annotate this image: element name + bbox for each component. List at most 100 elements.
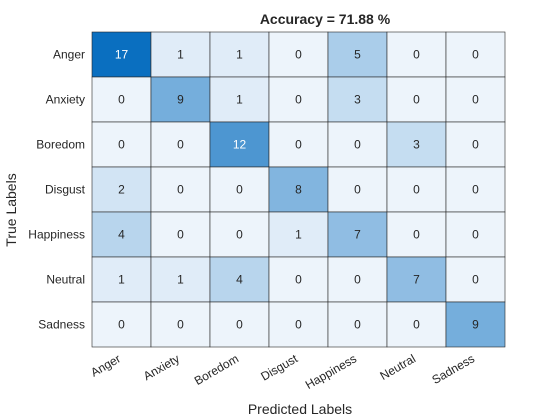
heatmap-cell: [268, 166, 329, 213]
cell-value-label: 0: [236, 318, 243, 332]
x-tick-label: Boredom: [192, 351, 241, 387]
cell-value-label: 2: [118, 183, 125, 197]
heatmap-cell: [209, 76, 270, 123]
cell-value-label: 12: [233, 138, 247, 152]
cell-value-label: 3: [413, 138, 420, 152]
heatmap-cell: [91, 31, 152, 78]
cell-value-label: 0: [413, 228, 420, 242]
cell-value-labels: 17 1 1 0 5 0 00 9 1 0 3 0 00 0 12 0 0 3 02 0 0 8 0 0 04 0 0 1 7 0 01 1 4…: [115, 48, 479, 332]
x-tick-label: Sadness: [430, 351, 477, 386]
x-tick-label: Disgust: [258, 351, 300, 383]
heatmap-cell: [91, 256, 152, 303]
cell-value-label: 9: [177, 93, 184, 107]
cell-value-label: 4: [236, 273, 243, 287]
heatmap-cell: [327, 121, 388, 168]
heatmap-cell: [209, 211, 270, 258]
chart-title: Accuracy = 71.88 %: [260, 11, 391, 27]
heatmap-cell: [91, 166, 152, 213]
heatmap-cell: [150, 31, 211, 78]
cell-value-label: 0: [354, 138, 361, 152]
cell-value-label: 0: [472, 183, 479, 197]
cell-value-label: 1: [236, 93, 243, 107]
cell-value-label: 1: [118, 273, 125, 287]
cell-value-label: 0: [177, 183, 184, 197]
heatmap-cell: [386, 31, 447, 78]
heatmap-cell: [209, 31, 270, 78]
heatmap-cell: [91, 76, 152, 123]
heatmap-cell: [209, 256, 270, 303]
y-tick-label: Sadness: [38, 318, 85, 332]
x-tick-label: Neutral: [377, 351, 418, 382]
heatmap-cell: [386, 121, 447, 168]
heatmap-cell: [386, 166, 447, 213]
y-tick-label: Neutral: [46, 273, 85, 287]
heatmap-cell: [327, 76, 388, 123]
cell-value-label: 9: [472, 318, 479, 332]
cell-value-label: 0: [295, 273, 302, 287]
heatmap-cell: [91, 211, 152, 258]
cell-value-label: 7: [354, 228, 361, 242]
heatmap-cell: [209, 301, 270, 348]
y-tick-label: Anger: [53, 48, 85, 62]
y-axis-label: True Labels: [3, 173, 19, 246]
cell-value-label: 4: [118, 228, 125, 242]
heatmap-cell: [386, 76, 447, 123]
cell-value-label: 0: [472, 48, 479, 62]
x-tick-label: Anxiety: [141, 351, 182, 383]
heatmap-cells: [91, 31, 506, 348]
cell-value-label: 1: [177, 273, 184, 287]
cell-value-label: 0: [295, 93, 302, 107]
heatmap-cell: [268, 31, 329, 78]
y-tick-label: Disgust: [45, 183, 86, 197]
y-tick-label: Boredom: [36, 138, 85, 152]
heatmap-cell: [327, 256, 388, 303]
heatmap-cell: [445, 211, 506, 258]
cell-value-label: 0: [472, 93, 479, 107]
heatmap-cell: [209, 121, 270, 168]
heatmap-cell: [445, 121, 506, 168]
cell-value-label: 0: [354, 183, 361, 197]
cell-value-label: 0: [413, 318, 420, 332]
cell-value-label: 0: [413, 93, 420, 107]
cell-value-label: 1: [177, 48, 184, 62]
heatmap-cell: [445, 76, 506, 123]
x-axis-label: Predicted Labels: [248, 401, 352, 417]
cell-value-label: 17: [115, 48, 129, 62]
cell-value-label: 0: [472, 228, 479, 242]
cell-value-label: 0: [177, 318, 184, 332]
y-tick-label: Anxiety: [46, 93, 85, 107]
heatmap-cell: [445, 166, 506, 213]
heatmap-cell: [268, 256, 329, 303]
cell-value-label: 1: [236, 48, 243, 62]
heatmap-cell: [91, 301, 152, 348]
heatmap-cell: [150, 256, 211, 303]
x-tick-labels: Anger Anxiety Boredom Disgust Happiness Neutr…: [88, 351, 477, 392]
cell-value-label: 0: [118, 93, 125, 107]
y-tick-labels: Anger Anxiety Boredom Disgust Happiness Neutr…: [28, 48, 85, 332]
cell-value-label: 0: [413, 48, 420, 62]
heatmap-cell: [150, 121, 211, 168]
x-tick-label: Anger: [88, 351, 123, 379]
cell-value-label: 0: [472, 138, 479, 152]
cell-value-label: 0: [236, 183, 243, 197]
cell-value-label: 0: [177, 228, 184, 242]
cell-value-label: 0: [413, 183, 420, 197]
cell-value-label: 0: [118, 138, 125, 152]
cell-value-label: 0: [295, 138, 302, 152]
cell-value-label: 0: [354, 273, 361, 287]
cell-value-label: 0: [118, 318, 125, 332]
cell-value-label: 0: [295, 48, 302, 62]
heatmap-cell: [327, 31, 388, 78]
x-tick-label: Happiness: [303, 351, 359, 391]
heatmap-cell: [386, 301, 447, 348]
cell-value-label: 1: [295, 228, 302, 242]
heatmap-cell: [327, 301, 388, 348]
heatmap-cell: [445, 301, 506, 348]
cell-value-label: 0: [354, 318, 361, 332]
heatmap-cell: [268, 301, 329, 348]
cell-value-label: 0: [177, 138, 184, 152]
cell-value-label: 5: [354, 48, 361, 62]
cell-value-label: 8: [295, 183, 302, 197]
